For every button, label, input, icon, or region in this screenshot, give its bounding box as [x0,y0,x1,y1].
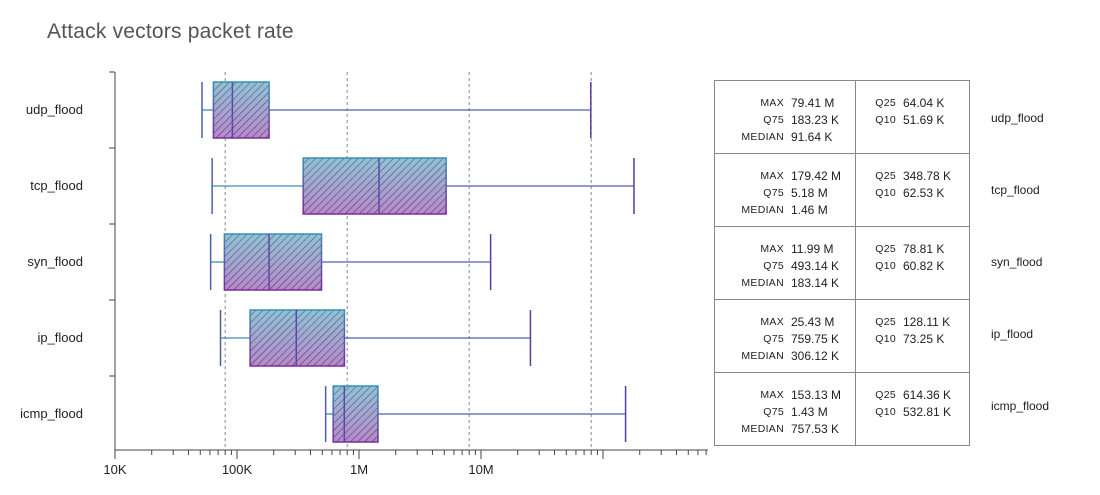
stat-value-q75: 493.14 K [791,259,840,273]
stat-value-median: 306.12 K [791,349,840,363]
stat-key-q25: Q25 [875,316,896,328]
stat-value-q10: 532.81 K [903,405,952,419]
stat-key-q10: Q10 [875,406,896,418]
y-label-icmp_flood: icmp_flood [20,406,83,421]
stat-value-median: 183.14 K [791,276,840,290]
stats-cell-right: Q25 614.36 K Q10 532.81 K [855,372,970,446]
stat-key-q75: Q75 [763,114,784,126]
stat-value-q75: 5.18 M [791,186,828,200]
box-fill-icmp_flood [333,386,378,442]
stats-row: MAX 25.43 M Q75 759.75 K MEDIAN 306.12 K Q25 12… [714,299,970,373]
stat-value-median: 757.53 K [791,422,840,436]
box-outline-udp_flood [212,81,270,139]
x-tick-label: 1M [350,462,368,477]
stats-cell-left: MAX 153.13 M Q75 1.43 M MEDIAN 757.53 K [714,372,856,446]
stat-key-median: MEDIAN [741,204,784,216]
y-label-ip_flood: ip_flood [37,330,83,345]
stat-key-q75: Q75 [763,187,784,199]
box-outline-ip_flood [249,309,346,367]
stat-value-q10: 73.25 K [903,332,945,346]
box-fill-tcp_flood [303,158,447,214]
stat-value-max: 25.43 M [791,315,835,329]
stats-cell-right: Q25 348.78 K Q10 62.53 K [855,153,970,227]
stat-value-max: 153.13 M [791,388,842,402]
stat-key-max: MAX [760,316,784,328]
stat-key-q25: Q25 [875,389,896,401]
stats-cell-left: MAX 11.99 M Q75 493.14 K MEDIAN 183.14 K [714,226,856,300]
stats-table: MAX 79.41 M Q75 183.23 K MEDIAN 91.64 K Q25 64.… [714,80,970,446]
box-fill-ip_flood [250,310,345,366]
stats-cell-left: MAX 25.43 M Q75 759.75 K MEDIAN 306.12 K [714,299,856,373]
stat-key-max: MAX [760,170,784,182]
stats-row: MAX 11.99 M Q75 493.14 K MEDIAN 183.14 K Q25 78… [714,226,970,300]
stat-key-q25: Q25 [875,97,896,109]
stat-value-q10: 60.82 K [903,259,945,273]
stats-cell-left: MAX 179.42 M Q75 5.18 M MEDIAN 1.46 M [714,153,856,227]
stat-key-q75: Q75 [763,260,784,272]
y-label-tcp_flood: tcp_flood [30,178,83,193]
stats-row: MAX 153.13 M Q75 1.43 M MEDIAN 757.53 K Q25 614… [714,372,970,446]
box-fill-udp_flood [213,82,270,138]
row-label-right: ip_flood [991,327,1034,341]
stat-key-max: MAX [760,389,784,401]
stat-key-q25: Q25 [875,243,896,255]
stats-cell-left: MAX 79.41 M Q75 183.23 K MEDIAN 91.64 K [714,80,856,154]
row-label-right: icmp_flood [991,399,1050,413]
stat-key-q25: Q25 [875,170,896,182]
stat-value-q10: 51.69 K [903,113,945,127]
stat-key-q10: Q10 [875,333,896,345]
stat-value-max: 79.41 M [791,96,835,110]
stat-key-q75: Q75 [763,406,784,418]
stat-key-max: MAX [760,243,784,255]
stat-key-q10: Q10 [875,187,896,199]
stat-value-q25: 78.81 K [903,242,945,256]
chart-title: Attack vectors packet rate [47,20,294,43]
stat-value-q75: 1.43 M [791,405,828,419]
stat-value-median: 1.46 M [791,203,828,217]
box-fill-syn_flood [224,234,322,290]
y-label-syn_flood: syn_flood [27,254,83,269]
stat-value-q25: 64.04 K [903,96,945,110]
stat-key-median: MEDIAN [741,131,784,143]
stat-value-max: 179.42 M [791,169,842,183]
stat-key-max: MAX [760,97,784,109]
stat-value-max: 11.99 M [791,242,834,256]
stat-value-q10: 62.53 K [903,186,945,200]
stat-value-q25: 614.36 K [903,388,952,402]
stats-row: MAX 79.41 M Q75 183.23 K MEDIAN 91.64 K Q25 64.… [714,80,970,154]
stat-key-q75: Q75 [763,333,784,345]
stat-value-q75: 759.75 K [791,332,840,346]
stats-cell-right: Q25 64.04 K Q10 51.69 K [855,80,970,154]
row-label-right: syn_flood [991,255,1043,269]
stat-key-q10: Q10 [875,114,896,126]
stat-key-q10: Q10 [875,260,896,272]
box-outline-icmp_flood [332,385,379,443]
x-tick-label: 10K [103,462,126,477]
row-label-right: udp_flood [991,111,1044,125]
x-tick-label: 10M [468,462,493,477]
stat-value-q75: 183.23 K [791,113,840,127]
stat-key-median: MEDIAN [741,350,784,362]
stats-row: MAX 179.42 M Q75 5.18 M MEDIAN 1.46 M Q25 348.7… [714,153,970,227]
stats-cell-right: Q25 128.11 K Q10 73.25 K [855,299,970,373]
stat-key-median: MEDIAN [741,277,784,289]
row-label-right: tcp_flood [991,183,1040,197]
x-tick-label: 100K [222,462,253,477]
stats-cell-right: Q25 78.81 K Q10 60.82 K [855,226,970,300]
box-outline-syn_flood [223,233,323,291]
stat-value-median: 91.64 K [791,130,833,144]
stat-key-median: MEDIAN [741,423,784,435]
box-outline-tcp_flood [302,157,447,215]
stat-value-q25: 128.11 K [903,315,951,329]
stat-value-q25: 348.78 K [903,169,952,183]
y-label-udp_flood: udp_flood [26,102,83,117]
